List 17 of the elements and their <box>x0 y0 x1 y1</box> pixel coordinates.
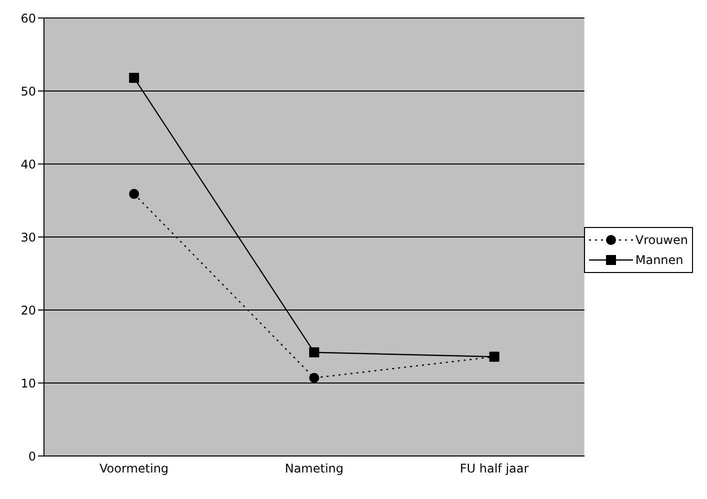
point <box>489 352 500 362</box>
x-tick-label: Nameting <box>284 462 344 476</box>
y-tick-label: 40 <box>20 157 36 172</box>
y-tick-label: 0 <box>28 449 36 464</box>
y-tick-label: 30 <box>20 230 36 244</box>
x-tick-label: Voormeting <box>100 462 169 476</box>
y-tick-label: 10 <box>20 376 36 390</box>
y-tick-label: 60 <box>20 11 36 26</box>
x-tick-label: FU half jaar <box>460 462 529 476</box>
legend-label: Vrouwen <box>635 232 688 246</box>
legend-label: Mannen <box>635 252 684 266</box>
point <box>309 372 320 383</box>
point <box>129 188 140 199</box>
y-tick-label: 50 <box>20 84 36 98</box>
y-tick-label: 20 <box>20 303 36 318</box>
point <box>309 347 320 358</box>
point <box>129 72 140 83</box>
